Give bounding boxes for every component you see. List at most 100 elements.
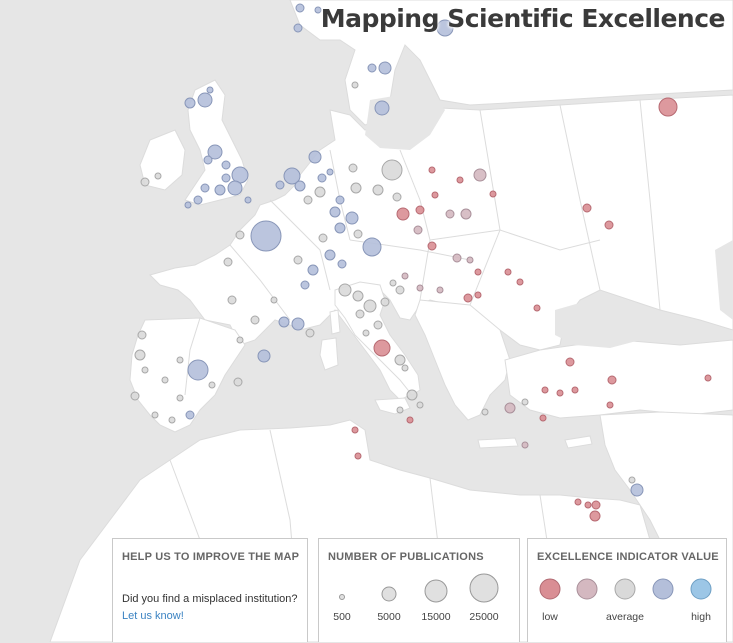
institution-marker[interactable] bbox=[574, 498, 582, 506]
institution-marker[interactable] bbox=[307, 264, 319, 276]
institution-marker[interactable] bbox=[207, 144, 223, 160]
institution-marker[interactable] bbox=[227, 180, 243, 196]
institution-marker[interactable] bbox=[324, 249, 336, 261]
institution-marker[interactable] bbox=[235, 230, 245, 240]
institution-marker[interactable] bbox=[481, 408, 489, 416]
institution-marker[interactable] bbox=[206, 86, 214, 94]
institution-marker[interactable] bbox=[395, 285, 405, 295]
institution-marker[interactable] bbox=[373, 339, 391, 357]
institution-marker[interactable] bbox=[154, 172, 162, 180]
institution-marker[interactable] bbox=[436, 19, 454, 37]
institution-marker[interactable] bbox=[380, 297, 390, 307]
institution-marker[interactable] bbox=[335, 195, 345, 205]
institution-marker[interactable] bbox=[658, 97, 678, 117]
institution-marker[interactable] bbox=[456, 176, 464, 184]
institution-marker[interactable] bbox=[604, 220, 614, 230]
institution-marker[interactable] bbox=[140, 177, 150, 187]
institution-marker[interactable] bbox=[628, 476, 636, 484]
let-us-know-link[interactable]: Let us know! bbox=[122, 610, 184, 622]
institution-marker[interactable] bbox=[416, 284, 424, 292]
institution-marker[interactable] bbox=[176, 356, 184, 364]
institution-marker[interactable] bbox=[214, 184, 226, 196]
institution-marker[interactable] bbox=[270, 296, 278, 304]
institution-marker[interactable] bbox=[362, 329, 370, 337]
institution-marker[interactable] bbox=[427, 241, 437, 251]
institution-marker[interactable] bbox=[431, 191, 439, 199]
institution-marker[interactable] bbox=[130, 391, 140, 401]
institution-marker[interactable] bbox=[372, 184, 384, 196]
institution-marker[interactable] bbox=[250, 315, 260, 325]
institution-marker[interactable] bbox=[428, 166, 436, 174]
institution-marker[interactable] bbox=[197, 92, 213, 108]
institution-marker[interactable] bbox=[291, 317, 305, 331]
institution-marker[interactable] bbox=[378, 61, 392, 75]
institution-marker[interactable] bbox=[415, 205, 425, 215]
institution-marker[interactable] bbox=[236, 336, 244, 344]
institution-markers[interactable] bbox=[130, 3, 712, 522]
institution-marker[interactable] bbox=[244, 196, 252, 204]
institution-marker[interactable] bbox=[334, 222, 346, 234]
institution-marker[interactable] bbox=[305, 328, 315, 338]
institution-marker[interactable] bbox=[176, 394, 184, 402]
institution-marker[interactable] bbox=[278, 316, 290, 328]
institution-marker[interactable] bbox=[221, 173, 231, 183]
institution-marker[interactable] bbox=[308, 150, 322, 164]
institution-marker[interactable] bbox=[314, 186, 326, 198]
institution-marker[interactable] bbox=[374, 100, 390, 116]
institution-marker[interactable] bbox=[293, 23, 303, 33]
institution-marker[interactable] bbox=[394, 354, 406, 366]
institution-marker[interactable] bbox=[582, 203, 592, 213]
institution-marker[interactable] bbox=[184, 201, 192, 209]
institution-marker[interactable] bbox=[406, 416, 414, 424]
institution-marker[interactable] bbox=[445, 209, 455, 219]
institution-marker[interactable] bbox=[591, 500, 601, 510]
institution-marker[interactable] bbox=[606, 401, 614, 409]
institution-marker[interactable] bbox=[389, 279, 397, 287]
institution-marker[interactable] bbox=[345, 211, 359, 225]
institution-marker[interactable] bbox=[317, 173, 327, 183]
institution-marker[interactable] bbox=[161, 376, 169, 384]
institution-marker[interactable] bbox=[353, 229, 363, 239]
institution-marker[interactable] bbox=[300, 280, 310, 290]
institution-marker[interactable] bbox=[134, 349, 146, 361]
institution-marker[interactable] bbox=[337, 259, 347, 269]
institution-marker[interactable] bbox=[556, 389, 564, 397]
institution-marker[interactable] bbox=[355, 309, 365, 319]
institution-marker[interactable] bbox=[193, 195, 203, 205]
institution-marker[interactable] bbox=[589, 510, 601, 522]
institution-marker[interactable] bbox=[351, 81, 359, 89]
institution-marker[interactable] bbox=[275, 180, 285, 190]
institution-marker[interactable] bbox=[533, 304, 541, 312]
institution-marker[interactable] bbox=[363, 299, 377, 313]
institution-marker[interactable] bbox=[516, 278, 524, 286]
institution-marker[interactable] bbox=[185, 410, 195, 420]
institution-marker[interactable] bbox=[137, 330, 147, 340]
institution-marker[interactable] bbox=[303, 195, 313, 205]
institution-marker[interactable] bbox=[351, 426, 359, 434]
institution-marker[interactable] bbox=[392, 192, 402, 202]
institution-marker[interactable] bbox=[584, 501, 592, 509]
institution-marker[interactable] bbox=[362, 237, 382, 257]
institution-marker[interactable] bbox=[521, 398, 529, 406]
institution-marker[interactable] bbox=[436, 286, 444, 294]
institution-marker[interactable] bbox=[354, 452, 362, 460]
institution-marker[interactable] bbox=[223, 257, 233, 267]
institution-marker[interactable] bbox=[348, 163, 358, 173]
institution-marker[interactable] bbox=[168, 416, 176, 424]
institution-marker[interactable] bbox=[463, 293, 473, 303]
institution-marker[interactable] bbox=[203, 155, 213, 165]
institution-marker[interactable] bbox=[630, 483, 644, 497]
institution-marker[interactable] bbox=[233, 377, 243, 387]
institution-marker[interactable] bbox=[257, 349, 271, 363]
institution-marker[interactable] bbox=[184, 97, 196, 109]
institution-marker[interactable] bbox=[227, 295, 237, 305]
institution-marker[interactable] bbox=[200, 183, 210, 193]
institution-marker[interactable] bbox=[416, 401, 424, 409]
institution-marker[interactable] bbox=[151, 411, 159, 419]
institution-marker[interactable] bbox=[474, 268, 482, 276]
institution-marker[interactable] bbox=[367, 63, 377, 73]
institution-marker[interactable] bbox=[373, 320, 383, 330]
institution-marker[interactable] bbox=[504, 268, 512, 276]
institution-marker[interactable] bbox=[350, 182, 362, 194]
institution-marker[interactable] bbox=[607, 375, 617, 385]
